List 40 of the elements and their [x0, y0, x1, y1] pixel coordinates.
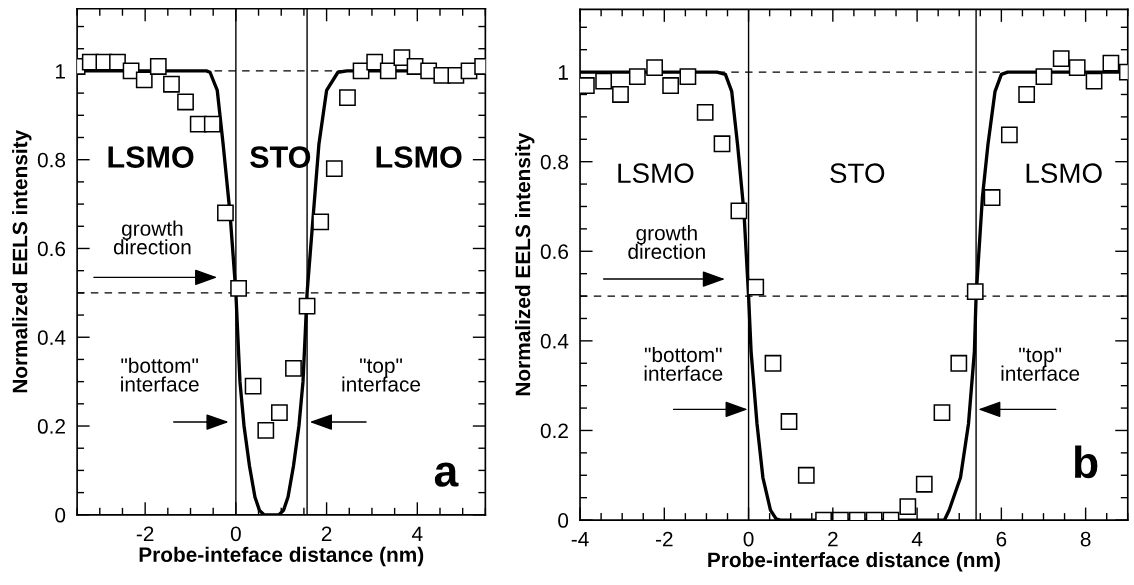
- x-axis-title: Probe-inteface distance (nm): [139, 546, 424, 567]
- x-tick-label: 4: [412, 526, 423, 542]
- y-tick-label: 1: [558, 65, 568, 80]
- x-tick-label: -2: [136, 526, 154, 542]
- x-tick-label: 2: [321, 526, 332, 542]
- y-axis-title: Normalized EELS intensity: [12, 129, 32, 393]
- annotation: STO: [830, 163, 885, 184]
- annotation: a: [434, 462, 459, 487]
- x-tick-label: 2: [828, 531, 838, 547]
- annotation: "bottom" interface: [121, 357, 199, 392]
- annotation: growth direction: [628, 225, 705, 260]
- y-tick-label: 0.4: [37, 330, 66, 345]
- annotation: "top" interface: [342, 358, 421, 392]
- annotation: LSMO: [1026, 163, 1102, 184]
- x-tick-label: 0: [743, 531, 754, 547]
- y-tick-label: 0.4: [540, 333, 569, 349]
- annotation: "bottom" interface: [644, 346, 723, 381]
- annotation: LSMO: [108, 146, 194, 168]
- annotation: growth direction: [113, 220, 191, 255]
- y-tick-label: 0.6: [37, 241, 66, 257]
- x-axis-title: Probe-interface distance (nm): [708, 551, 1000, 572]
- x-tick-label: -2: [655, 531, 673, 547]
- y-tick-label: 1: [56, 64, 65, 79]
- x-tick-label: 0: [230, 526, 241, 542]
- annotation: LSMO: [376, 146, 462, 168]
- x-tick-label: 8: [1080, 531, 1091, 547]
- annotation: LSMO: [618, 163, 694, 184]
- y-tick-label: 0: [55, 507, 66, 523]
- y-tick-label: 0.2: [540, 423, 568, 439]
- y-tick-label: 0.2: [37, 419, 65, 434]
- y-tick-label: 0: [558, 513, 569, 528]
- y-tick-label: 0.8: [37, 152, 66, 168]
- x-tick-label: 4: [911, 531, 923, 547]
- y-axis-title: Normalized EELS intensity: [515, 132, 535, 396]
- annotation: "top" interface: [1001, 347, 1080, 381]
- annotation: b: [1074, 445, 1098, 479]
- x-tick-label: 6: [996, 531, 1007, 547]
- y-tick-label: 0.6: [540, 244, 569, 260]
- x-tick-label: -4: [571, 531, 589, 547]
- y-tick-label: 0.8: [540, 154, 569, 170]
